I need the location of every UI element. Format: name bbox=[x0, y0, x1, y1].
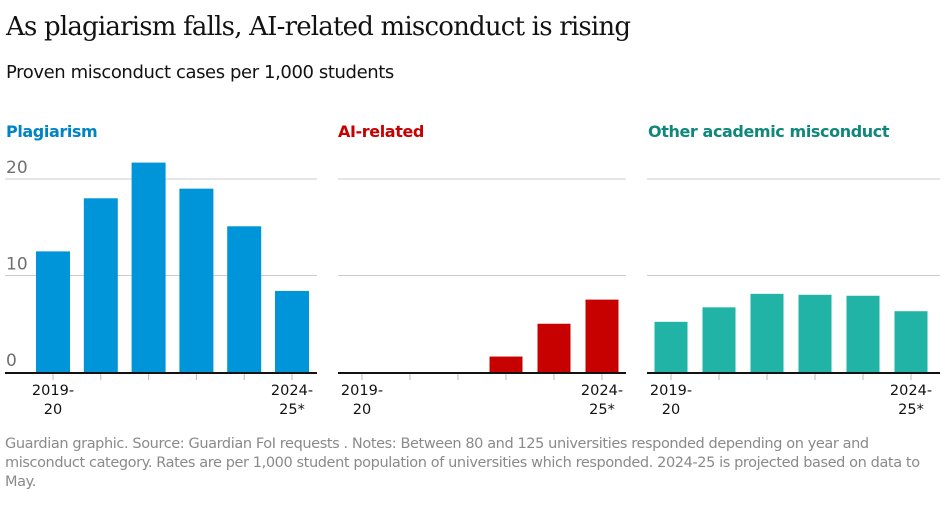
y-tick-label: 10 bbox=[6, 255, 28, 275]
x-tick-label: 20 bbox=[353, 402, 371, 418]
bar-plagiarism-2021-22 bbox=[131, 162, 166, 372]
chart-title: As plagiarism falls, AI-related miscondu… bbox=[6, 12, 631, 42]
bar-other-academic-misconduct-2022-23 bbox=[798, 294, 832, 372]
x-tick-label: 2019- bbox=[341, 383, 383, 399]
panel-title-plagiarism: Plagiarism bbox=[6, 122, 98, 141]
x-tick-label: 25* bbox=[279, 402, 305, 418]
bar-ai-related-2022-23 bbox=[489, 356, 523, 372]
bar-other-academic-misconduct-2024-25* bbox=[894, 311, 928, 372]
bar-other-academic-misconduct-2020-21 bbox=[702, 307, 736, 372]
x-tick-label: 2019- bbox=[32, 383, 74, 399]
bar-plagiarism-2023-24 bbox=[227, 226, 262, 372]
bar-plagiarism-2024-25* bbox=[275, 290, 309, 372]
small-multiples-bar-chart: 0 10 20 2019- 20 2024- 25* 2019- 20 2024- 25* 2019-… bbox=[5, 158, 940, 418]
y-tick-label: 0 bbox=[6, 351, 17, 371]
bar-plagiarism-2019-20 bbox=[36, 251, 70, 372]
bar-ai-related-2024-25* bbox=[585, 299, 619, 372]
x-tick-label: 2019- bbox=[650, 383, 692, 399]
x-tick-label: 2024- bbox=[581, 383, 623, 399]
panel-title-other-misconduct: Other academic misconduct bbox=[648, 122, 890, 141]
source-notes: Guardian graphic. Source: Guardian FoI r… bbox=[5, 436, 920, 490]
panel-title-ai-related: AI-related bbox=[338, 122, 424, 141]
bar-other-academic-misconduct-2021-22 bbox=[750, 293, 784, 372]
x-tick-label: 20 bbox=[44, 402, 62, 418]
chart-subtitle: Proven misconduct cases per 1,000 studen… bbox=[6, 62, 394, 83]
bar-other-academic-misconduct-2023-24 bbox=[846, 295, 880, 372]
x-tick-label: 20 bbox=[662, 402, 680, 418]
x-tick-label: 2024- bbox=[271, 383, 313, 399]
x-tick-label: 2024- bbox=[890, 383, 932, 399]
x-tick-label: 25* bbox=[589, 402, 615, 418]
bar-ai-related-2023-24 bbox=[537, 323, 571, 372]
bar-plagiarism-2022-23 bbox=[179, 188, 214, 372]
y-tick-label: 20 bbox=[6, 158, 28, 178]
bar-other-academic-misconduct-2019-20 bbox=[654, 321, 688, 372]
x-tick-label: 25* bbox=[898, 402, 924, 418]
bar-plagiarism-2020-21 bbox=[83, 198, 118, 372]
